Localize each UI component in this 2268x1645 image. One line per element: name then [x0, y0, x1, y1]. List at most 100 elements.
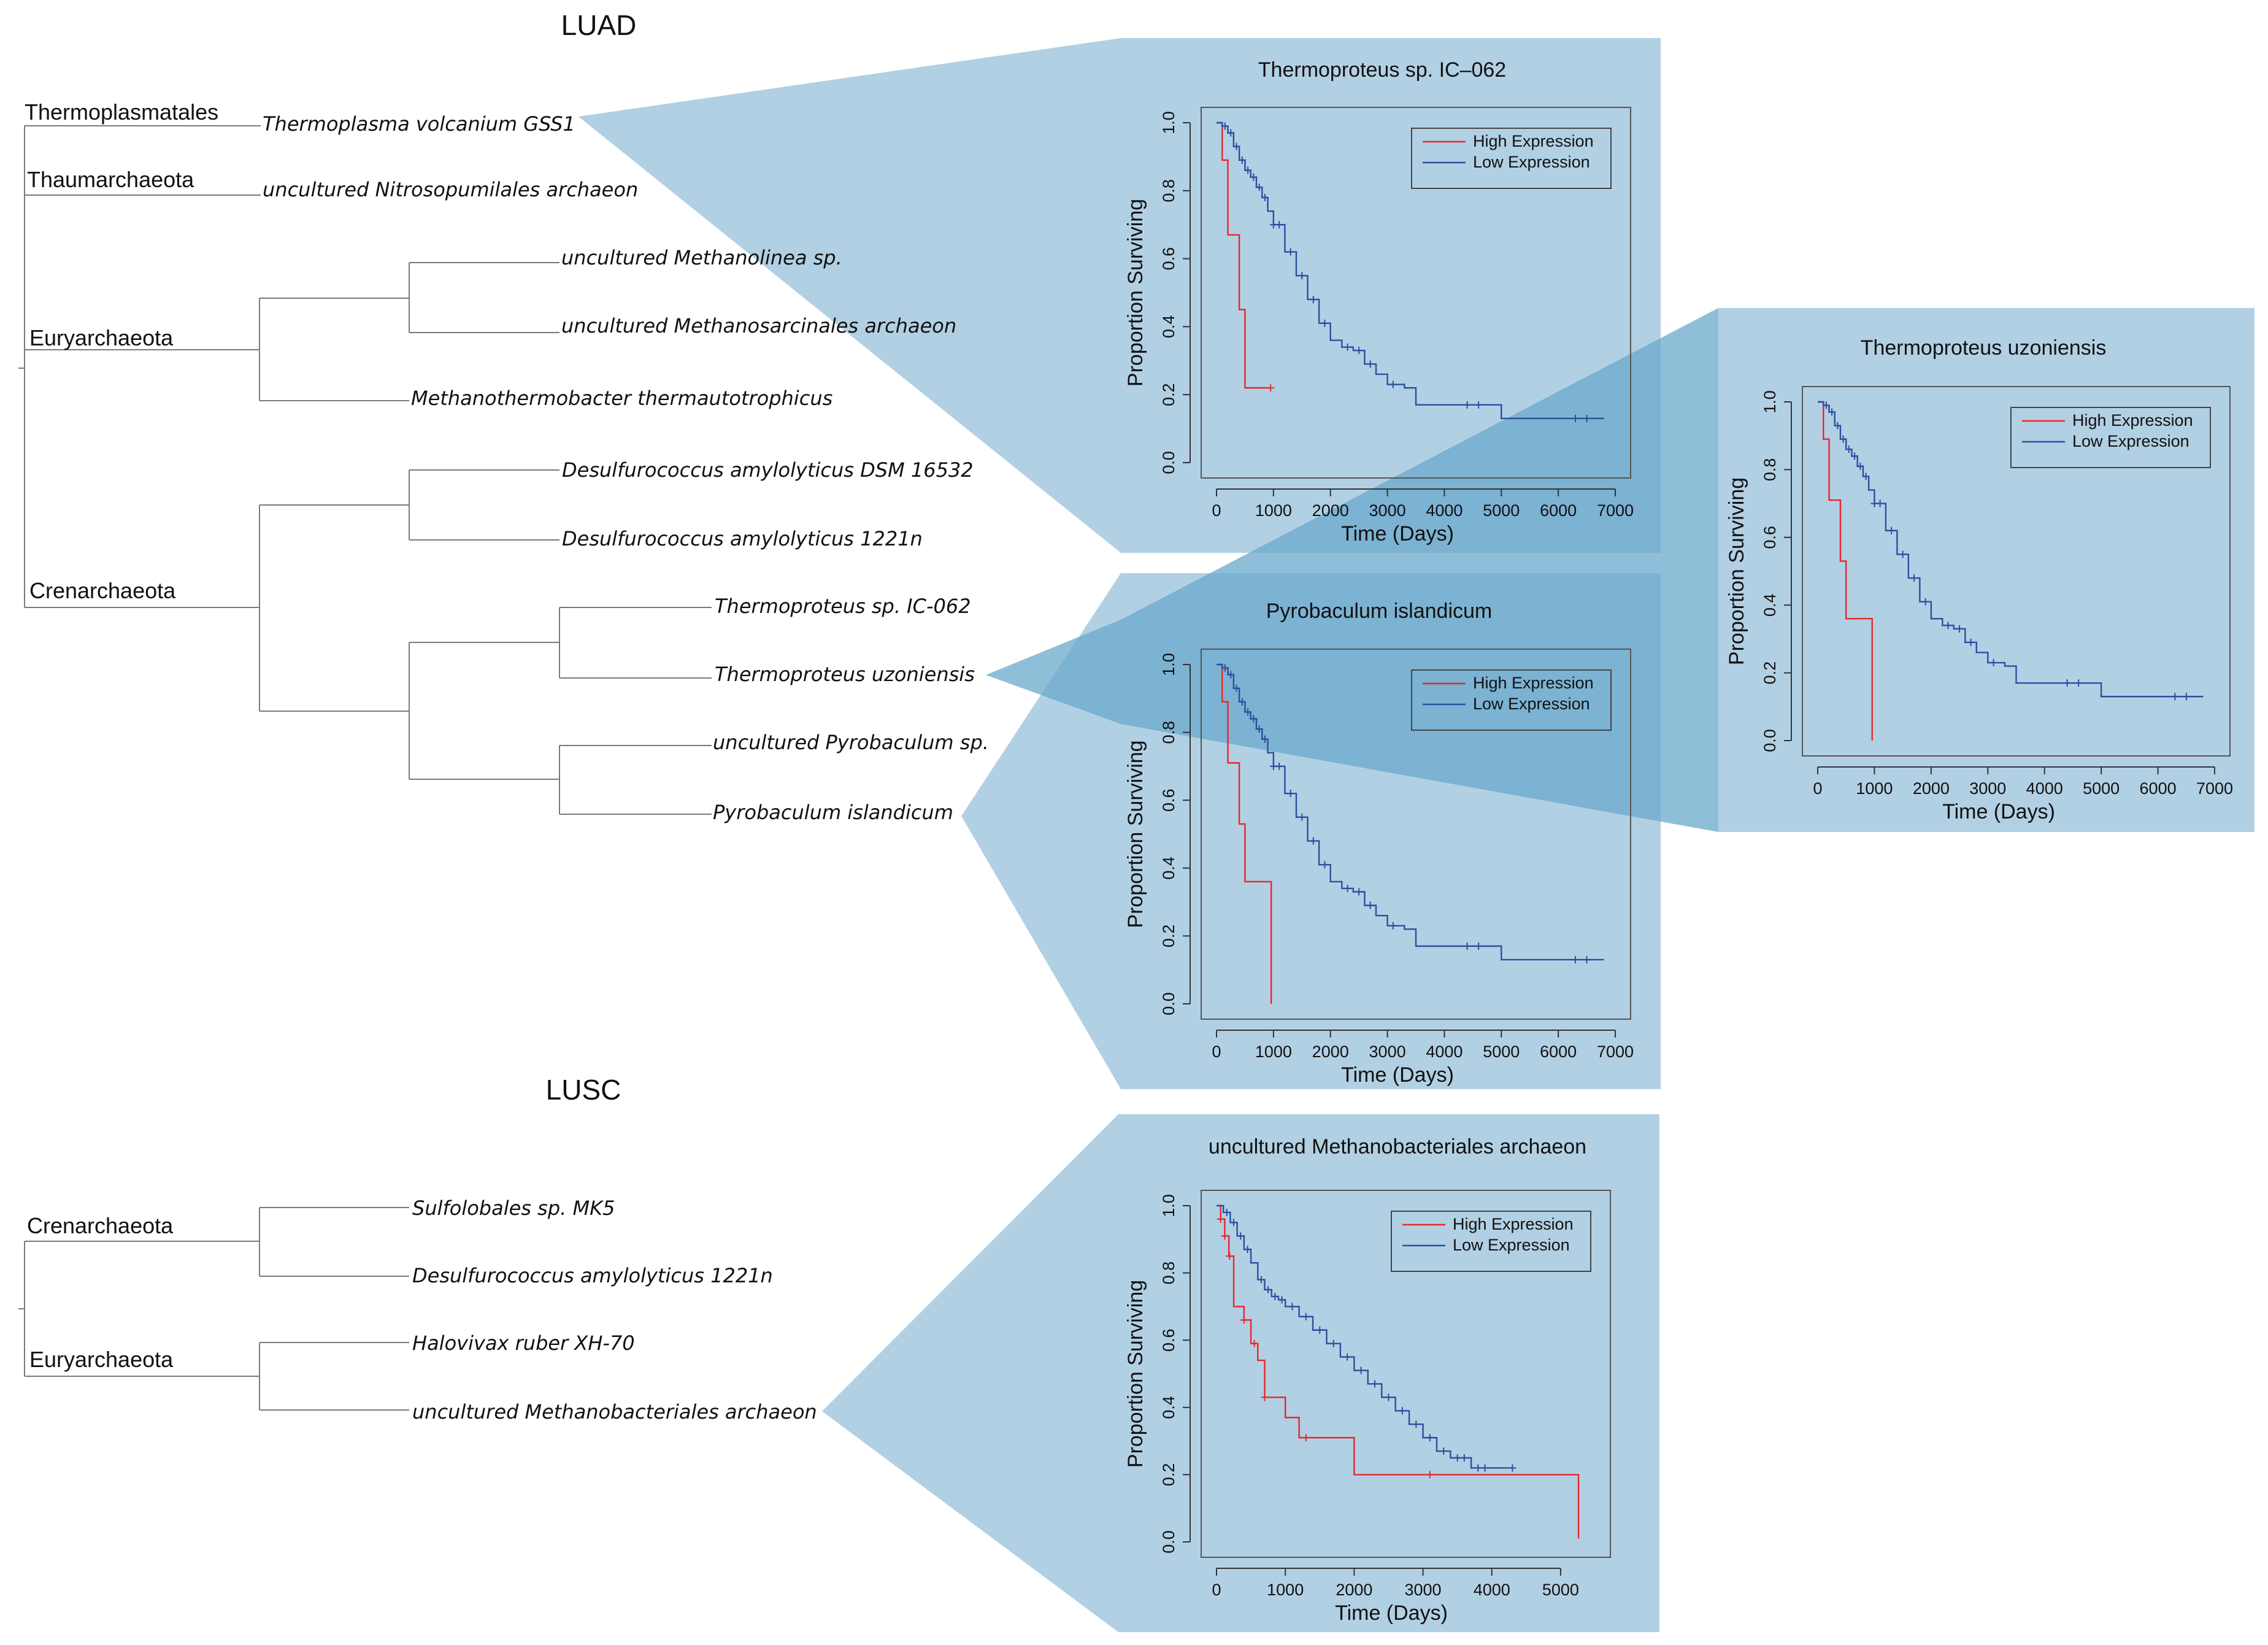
censor-mark	[1267, 384, 1275, 392]
censor-mark	[1264, 1286, 1272, 1293]
legend-label: High Expression	[2072, 411, 2193, 430]
luad-taxon-label: Pyrobaculum islandicum	[713, 801, 953, 824]
censor-mark	[1298, 813, 1306, 821]
censor-mark	[1371, 1380, 1379, 1388]
y-tick-label: 0.6	[1761, 526, 1779, 549]
censor-mark	[1583, 956, 1591, 964]
y-tick-label: 0.0	[1159, 992, 1178, 1015]
x-axis-label: Time (Days)	[1335, 1601, 1448, 1625]
y-tick-label: 0.0	[1159, 451, 1178, 474]
x-tick-label: 3000	[1369, 501, 1406, 520]
x-tick-label: 2000	[1913, 779, 1950, 798]
censor-mark	[1238, 156, 1246, 164]
legend-label: Low Expression	[1473, 695, 1590, 713]
censor-mark	[1261, 193, 1269, 201]
x-axis-label: Time (Days)	[1341, 1063, 1454, 1087]
censor-mark	[1230, 1219, 1238, 1227]
x-tick-label: 2000	[1312, 1042, 1349, 1061]
x-tick-label: 7000	[2196, 779, 2233, 798]
y-tick-label: 0.4	[1761, 593, 1779, 617]
censor-mark	[1572, 956, 1579, 964]
panel-thermoproteus-uzoniensis	[1718, 308, 2255, 832]
callout-panels	[579, 38, 2255, 1632]
x-tick-label: 4000	[1474, 1581, 1510, 1599]
lusc-phylum-label: Euryarchaeota	[29, 1347, 174, 1372]
censor-mark	[1244, 708, 1252, 716]
x-tick-label: 5000	[1483, 501, 1520, 520]
censor-mark	[1822, 401, 1830, 409]
panel-methanobacteriales	[1118, 1114, 1659, 1632]
censor-mark	[2182, 693, 2190, 701]
x-tick-label: 2000	[1336, 1581, 1372, 1599]
luad-phylum-label: Crenarchaeota	[29, 578, 176, 603]
censor-mark	[1261, 1393, 1269, 1401]
x-tick-label: 0	[1813, 779, 1822, 798]
censor-mark	[1329, 1339, 1337, 1347]
censor-mark	[1856, 462, 1864, 470]
censor-mark	[1828, 408, 1836, 416]
censor-mark	[1240, 1316, 1248, 1324]
censor-mark	[1357, 1366, 1365, 1374]
luad-phylum-label: Euryarchaeota	[29, 325, 174, 350]
censor-mark	[1851, 452, 1859, 460]
y-tick-label: 1.0	[1159, 653, 1178, 676]
censor-mark	[1275, 221, 1283, 229]
y-tick-label: 1.0	[1159, 1194, 1178, 1217]
censor-mark	[1921, 598, 1929, 606]
y-tick-label: 0.6	[1159, 247, 1178, 271]
connector-uzoniensis	[986, 308, 1718, 832]
luad-tree	[18, 125, 712, 815]
censor-mark	[1250, 715, 1258, 723]
censor-mark	[1888, 526, 1896, 534]
censor-mark	[1232, 142, 1240, 150]
x-tick-label: 5000	[2083, 779, 2120, 798]
x-tick-label: 0	[1212, 1581, 1221, 1599]
y-tick-label: 0.2	[1159, 1463, 1178, 1487]
censor-mark	[2075, 679, 2083, 687]
luad-taxon-label: Thermoplasma volcanium GSS1	[263, 112, 575, 136]
x-tick-label: 2000	[1312, 501, 1349, 520]
censor-mark	[1250, 1339, 1258, 1347]
censor-mark	[1321, 861, 1329, 869]
lusc-tree	[18, 1207, 409, 1411]
y-tick-label: 0.0	[1761, 729, 1779, 752]
censor-mark	[1309, 296, 1317, 304]
censor-mark	[1275, 762, 1283, 770]
censor-mark	[1237, 1232, 1245, 1240]
y-tick-label: 0.6	[1159, 788, 1178, 812]
censor-mark	[1255, 725, 1263, 733]
censor-mark	[1944, 622, 1952, 630]
censor-mark	[1910, 574, 1918, 582]
censor-mark	[1288, 1303, 1296, 1311]
censor-mark	[1474, 1464, 1482, 1472]
censor-mark	[1221, 122, 1229, 130]
legend-box	[1391, 1211, 1591, 1272]
legend-label: High Expression	[1473, 132, 1594, 150]
x-tick-label: 5000	[1542, 1581, 1579, 1599]
legend-label: Low Expression	[1453, 1236, 1570, 1254]
y-tick-label: 0.6	[1159, 1328, 1178, 1352]
censor-mark	[1956, 625, 1964, 633]
lusc-taxon-label: Halovivax ruber XH-70	[412, 1331, 635, 1355]
x-tick-label: 1000	[1856, 779, 1893, 798]
censor-mark	[1223, 1208, 1231, 1216]
km-chart-thermoproteus-ic062: Thermoproteus sp. IC–062 0 1000 2000 3000 400…	[1124, 58, 1634, 545]
x-tick-label: 7000	[1597, 1042, 1634, 1061]
x-tick-label: 1000	[1267, 1581, 1304, 1599]
censor-mark	[1271, 1292, 1279, 1300]
censor-mark	[1845, 445, 1853, 453]
censor-mark	[1244, 166, 1252, 174]
censor-mark	[1302, 1312, 1310, 1320]
censor-mark	[1989, 659, 1997, 667]
y-tick-label: 0.4	[1159, 315, 1178, 339]
censor-mark	[1463, 942, 1471, 950]
km-chart-methanobacteriales: uncultured Methanobacteriales archaeon 0 1…	[1124, 1135, 1611, 1625]
luad-taxon-label: Desulfurococcus amylolyticus DSM 16532	[562, 458, 974, 482]
censor-mark	[1453, 1454, 1461, 1462]
x-tick-label: 0	[1212, 501, 1221, 520]
legend-box	[1411, 669, 1612, 731]
y-tick-label: 0.8	[1761, 458, 1779, 482]
plot-frame	[1201, 649, 1631, 1020]
censor-mark	[1227, 671, 1235, 679]
